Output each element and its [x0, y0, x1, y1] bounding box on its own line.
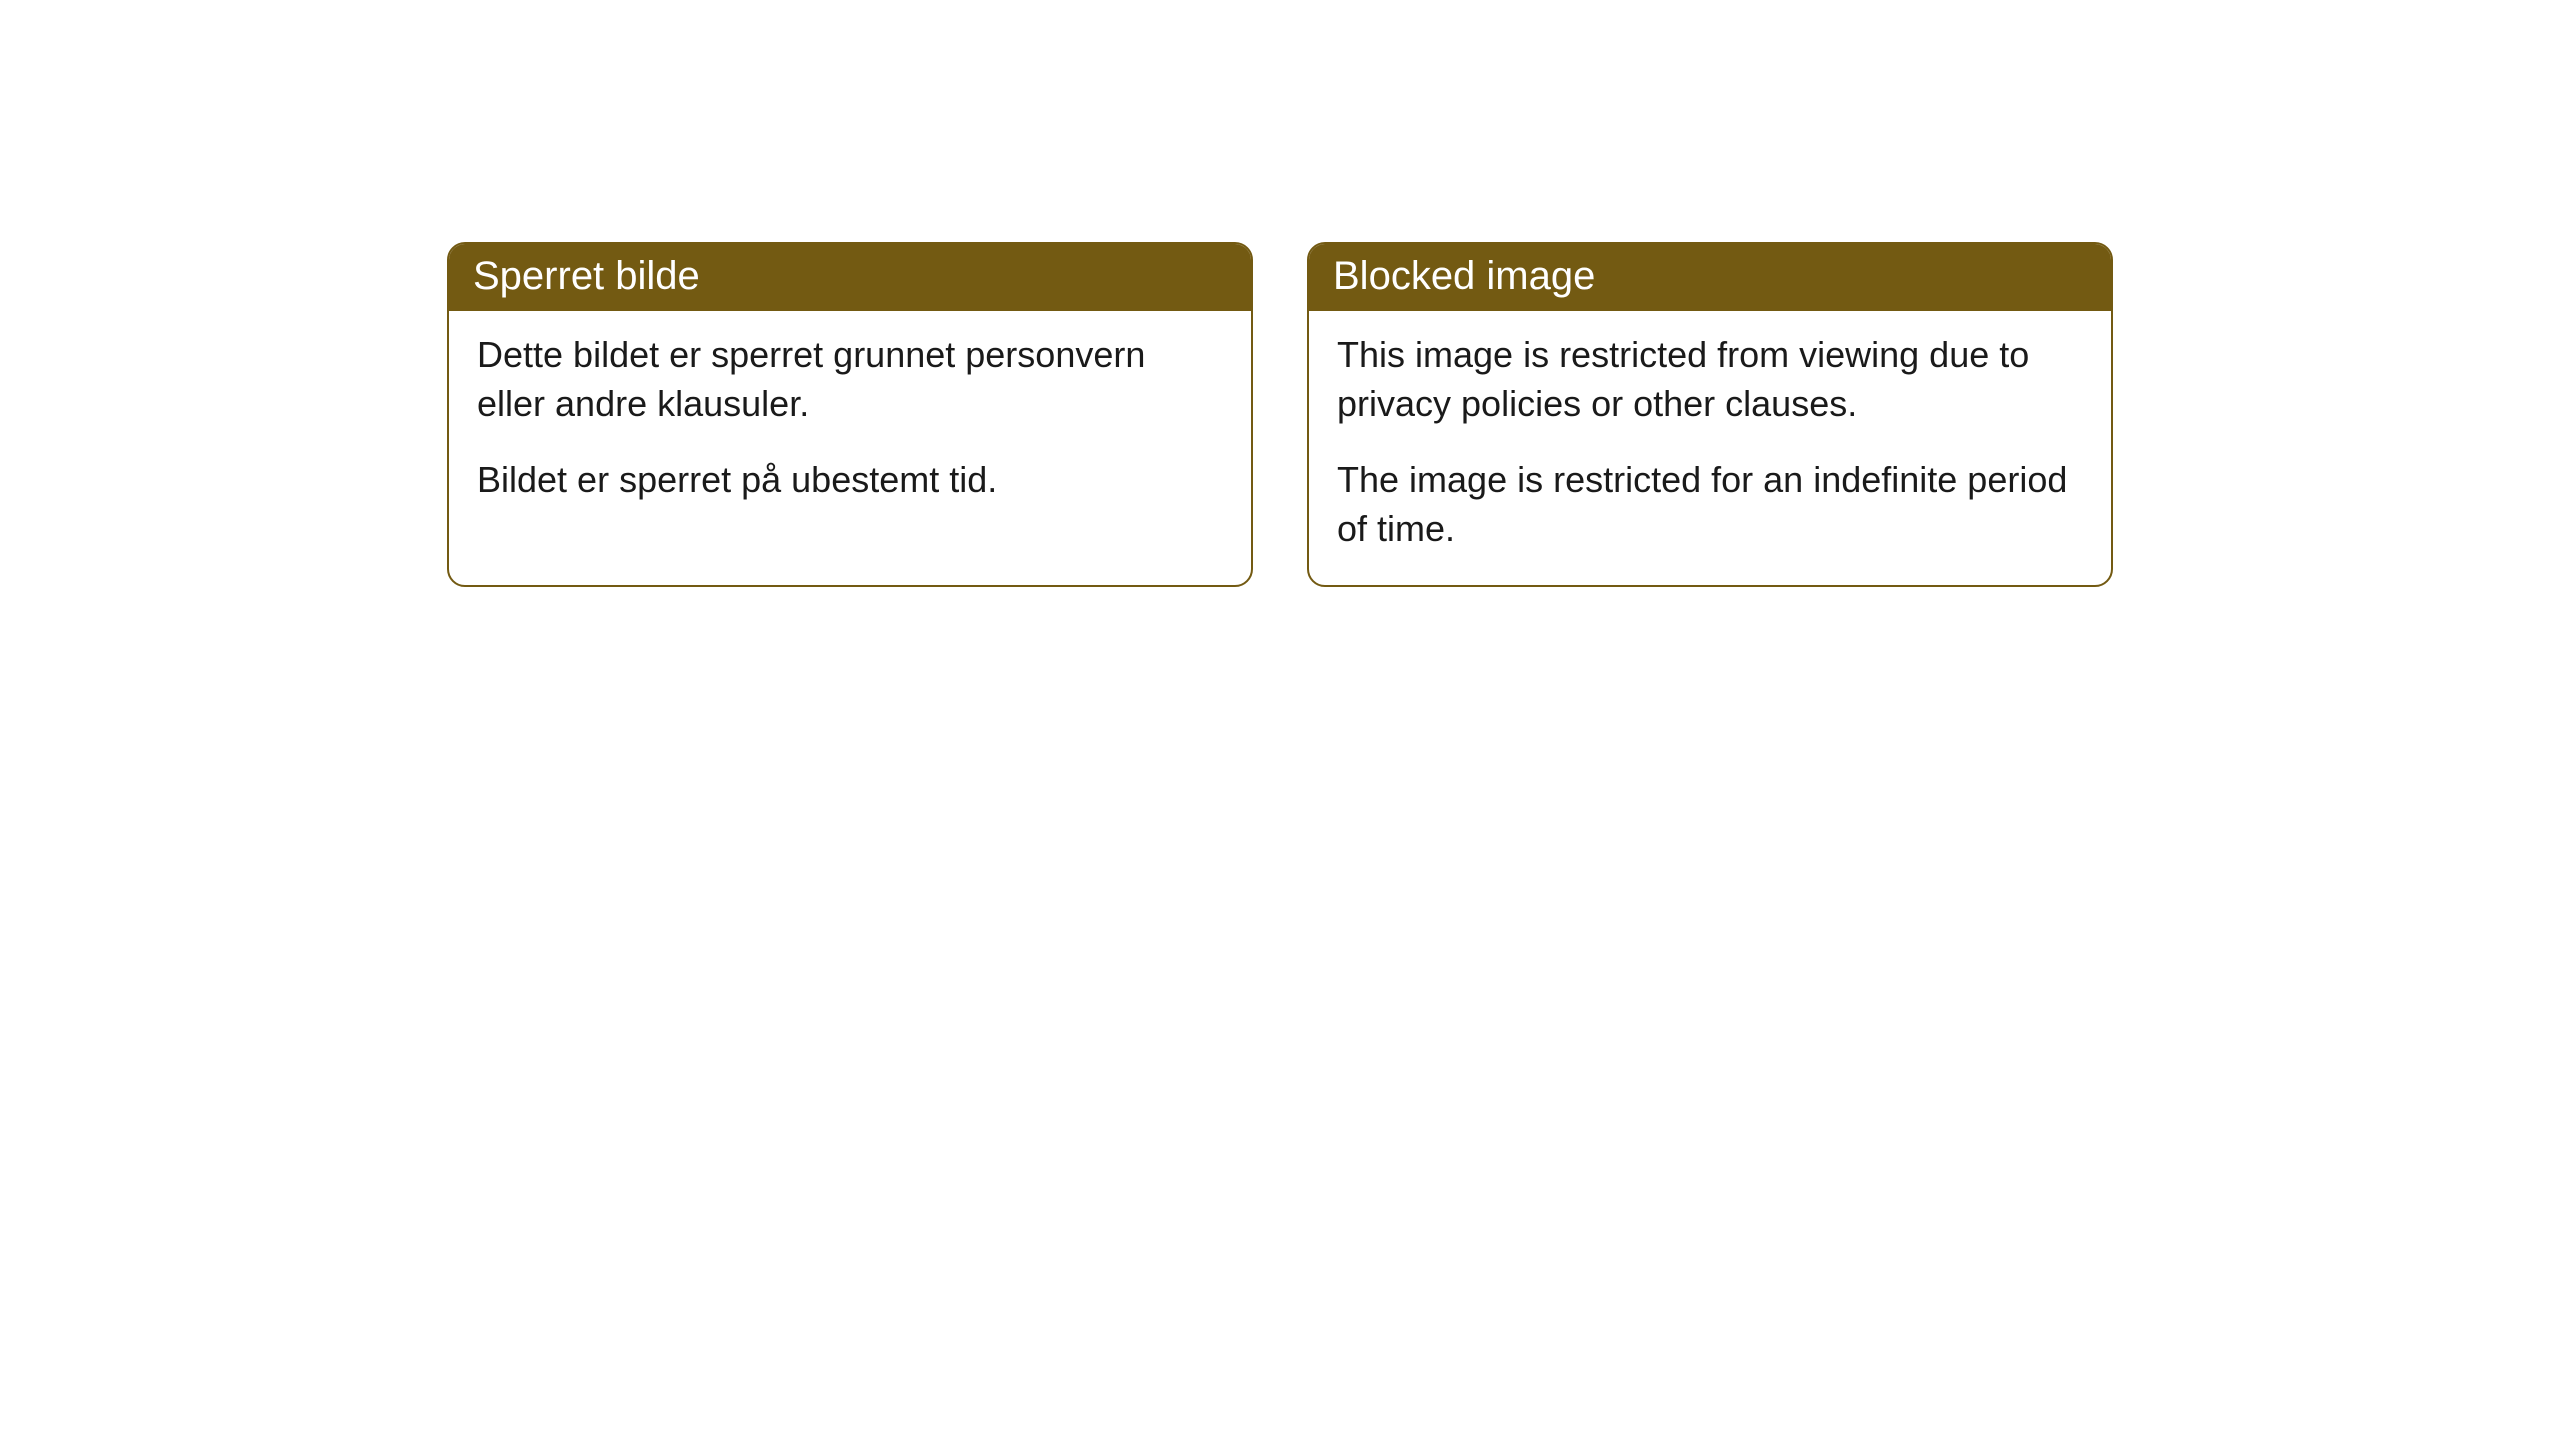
- card-english: Blocked image This image is restricted f…: [1307, 242, 2113, 587]
- card-title: Blocked image: [1333, 254, 1595, 298]
- cards-container: Sperret bilde Dette bildet er sperret gr…: [0, 242, 2560, 587]
- card-paragraph: The image is restricted for an indefinit…: [1337, 456, 2083, 553]
- card-body-norwegian: Dette bildet er sperret grunnet personve…: [449, 311, 1251, 537]
- card-header-english: Blocked image: [1309, 244, 2111, 311]
- card-paragraph: This image is restricted from viewing du…: [1337, 331, 2083, 428]
- card-paragraph: Dette bildet er sperret grunnet personve…: [477, 331, 1223, 428]
- card-body-english: This image is restricted from viewing du…: [1309, 311, 2111, 585]
- card-paragraph: Bildet er sperret på ubestemt tid.: [477, 456, 1223, 505]
- card-norwegian: Sperret bilde Dette bildet er sperret gr…: [447, 242, 1253, 587]
- card-header-norwegian: Sperret bilde: [449, 244, 1251, 311]
- card-title: Sperret bilde: [473, 254, 700, 298]
